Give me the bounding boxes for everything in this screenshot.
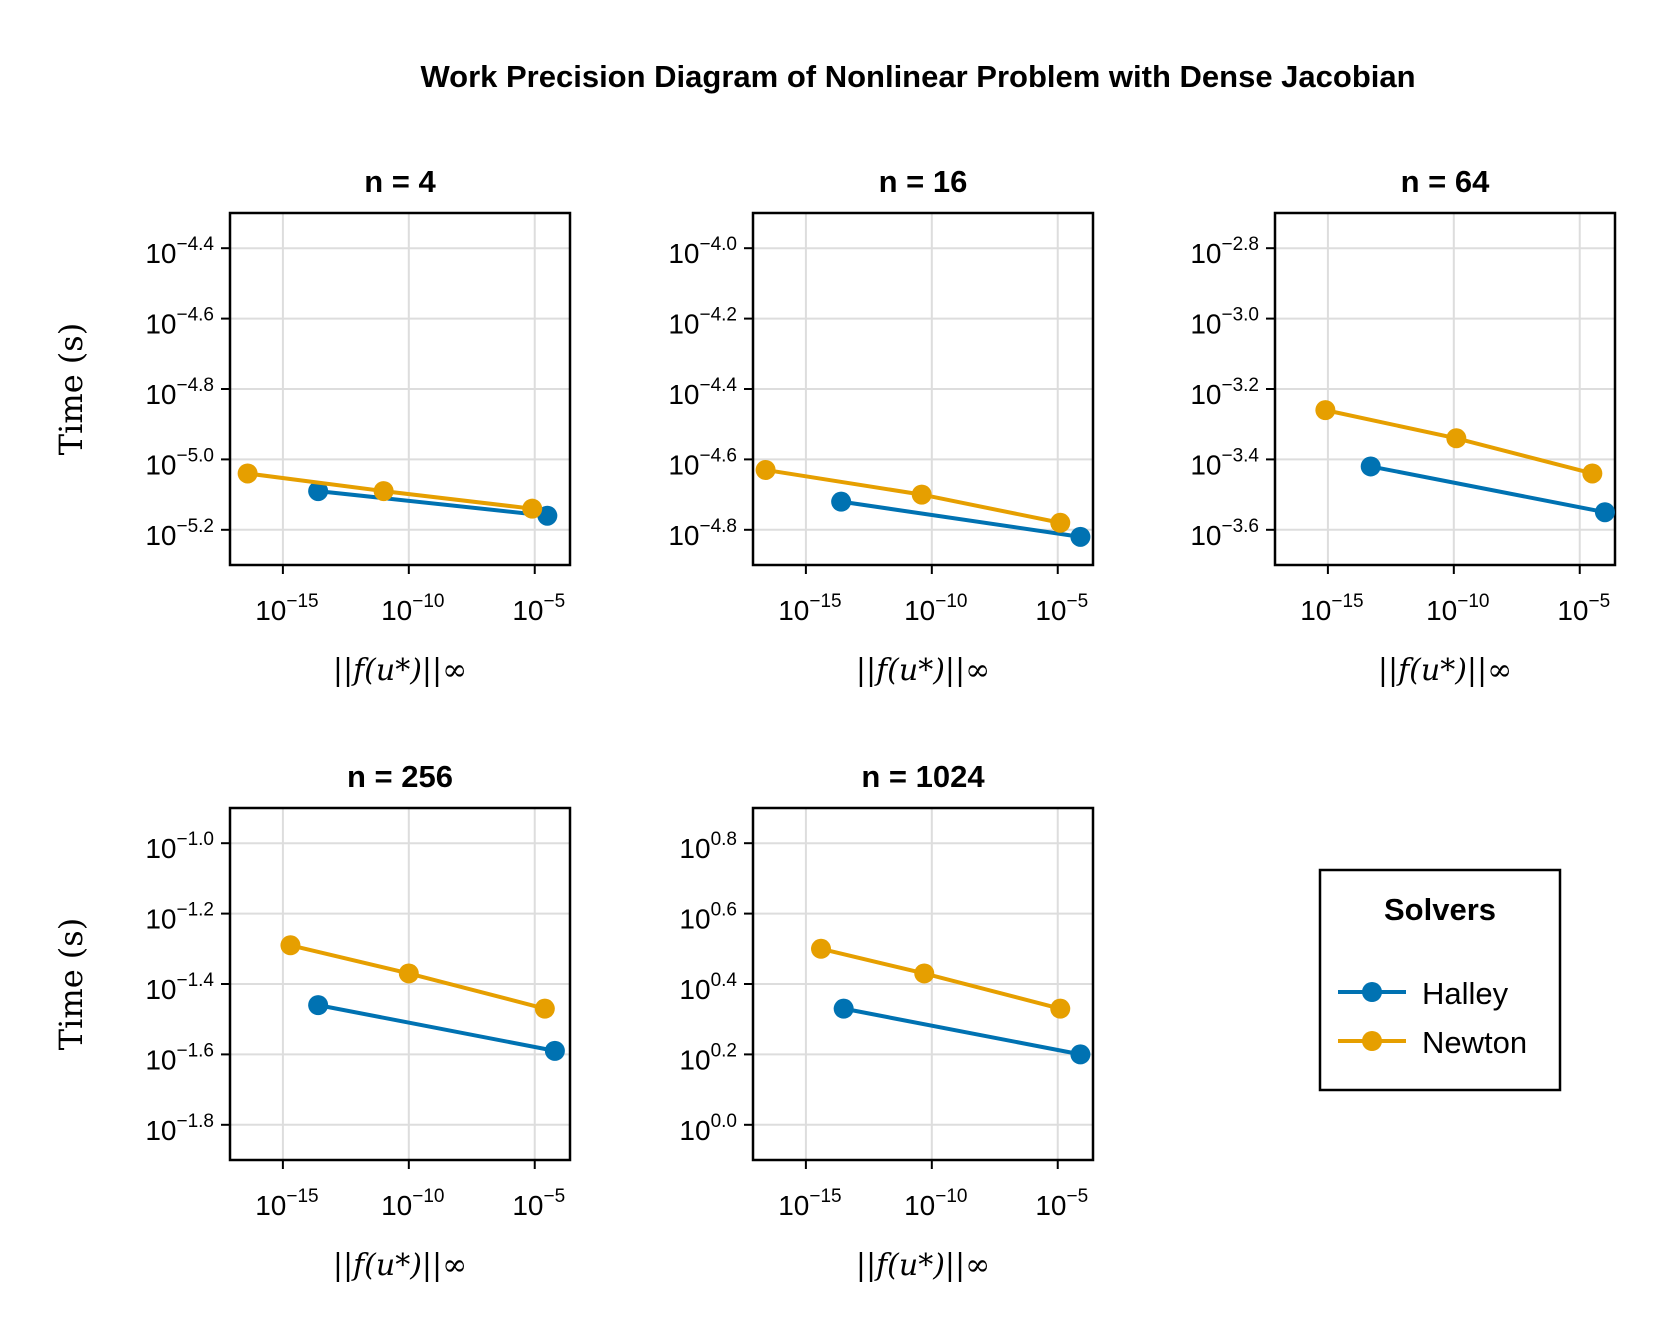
series-line-newton: [820, 946, 1061, 1011]
x-tick-label: 10−5: [512, 591, 565, 626]
subplots: 10−15 10−10 10−510−5.210−5.010−4.810−4.610…: [52, 164, 1617, 1283]
y-tick-label: 10−2.8: [1190, 234, 1259, 269]
y-tick-label: 10−5.2: [145, 516, 214, 551]
x-axis-label: ||f(u*)||∞: [333, 653, 467, 688]
series-line-halley: [843, 1006, 1081, 1057]
data-point-halley: [1594, 502, 1615, 523]
data-point-halley: [1360, 456, 1381, 477]
data-point-halley: [833, 998, 854, 1019]
subplot-3: 10−15 10−10 10−5 10−1.8 10−1.6 10−1.4 10−1.2 10…: [52, 759, 572, 1283]
y-axis-label: Time (s): [52, 918, 90, 1050]
data-point-newton: [1446, 428, 1467, 449]
legend-label-halley: Halley: [1422, 976, 1509, 1011]
y-tick-label: 100.0: [679, 1111, 737, 1146]
data-point-halley: [1070, 1044, 1091, 1065]
x-tick-label: 10−15: [778, 591, 841, 626]
x-tick-label: 10−15: [1300, 591, 1363, 626]
x-tick-label: 10−15: [778, 1186, 841, 1221]
data-point-newton: [914, 963, 935, 984]
data-point-halley: [537, 505, 558, 526]
data-point-newton: [522, 498, 543, 519]
subplot-2: 10−15 10−10 10−5 10−3.6 10−3.4 10−3.2 10−3.0 10…: [1190, 164, 1617, 688]
data-point-halley: [308, 995, 329, 1016]
y-tick-label: 10−4.2: [668, 305, 737, 340]
y-tick-label: 10−4.6: [668, 445, 737, 480]
y-tick-label: 10−4.4: [145, 234, 214, 269]
y-tick-label: 10−1.0: [145, 829, 214, 864]
legend-title: Solvers: [1384, 892, 1496, 927]
x-axis-label: ||f(u*)||∞: [1378, 653, 1512, 688]
y-tick-label: 10−3.6: [1190, 516, 1259, 551]
series-line-halley: [317, 489, 548, 518]
data-point-newton: [911, 484, 932, 505]
x-tick-label: 10−5: [1035, 591, 1088, 626]
x-tick-label: 10−5: [512, 1186, 565, 1221]
y-tick-label: 100.8: [679, 829, 737, 864]
y-tick-label: 10−3.2: [1190, 375, 1259, 410]
data-point-newton: [811, 938, 831, 959]
data-point-newton: [534, 998, 555, 1019]
data-point-newton: [1582, 463, 1603, 484]
legend-box: [1318, 868, 1562, 1092]
series-line-halley: [1370, 464, 1606, 515]
x-tick-label: 10−10: [381, 591, 444, 626]
data-point-newton: [280, 935, 301, 956]
subplot-4: 10−15 10−10 10−5 100.0 100.2 100.4 100.6 100.8 n…: [679, 759, 1095, 1283]
legend-label-newton: Newton: [1422, 1025, 1527, 1060]
y-tick-label: 10−5.0: [145, 445, 214, 480]
y-tick-label: 100.6: [679, 900, 737, 935]
x-axis-label: ||f(u*)||∞: [333, 1248, 467, 1283]
legend: Solvers Halley Newton: [1318, 868, 1562, 1092]
data-point-newton: [755, 459, 776, 480]
data-point-newton: [237, 463, 258, 484]
y-tick-label: 100.4: [679, 970, 737, 1005]
y-tick-label: 10−4.0: [668, 234, 737, 269]
figure-title: Work Precision Diagram of Nonlinear Prob…: [420, 59, 1415, 94]
y-tick-label: 10−1.4: [145, 970, 214, 1005]
subplot-title: n = 16: [879, 164, 968, 199]
y-tick-label: 10−3.4: [1190, 445, 1259, 480]
x-tick-label: 10−5: [1035, 1186, 1088, 1221]
data-point-newton: [1050, 998, 1071, 1019]
y-tick-label: 10−4.8: [668, 516, 737, 551]
x-tick-label: 10−10: [904, 591, 967, 626]
data-point-halley: [544, 1040, 565, 1061]
y-tick-label: 100.2: [679, 1040, 737, 1075]
y-tick-label: 10−3.0: [1190, 305, 1259, 340]
x-tick-label: 10−10: [381, 1186, 444, 1221]
data-point-halley: [1070, 526, 1091, 547]
subplot-title: n = 64: [1401, 164, 1491, 199]
y-axis-label: Time (s): [52, 323, 90, 455]
y-tick-label: 10−4.6: [145, 305, 214, 340]
y-tick-label: 10−1.8: [145, 1111, 214, 1146]
data-point-newton: [398, 963, 419, 984]
data-point-halley: [308, 481, 329, 502]
legend-marker-halley: [1362, 982, 1382, 1002]
x-tick-label: 10−5: [1557, 591, 1610, 626]
x-tick-label: 10−10: [1426, 591, 1489, 626]
x-tick-label: 10−10: [904, 1186, 967, 1221]
y-tick-label: 10−4.4: [668, 375, 737, 410]
subplot-title: n = 256: [347, 759, 453, 794]
subplot-title: n = 4: [364, 164, 436, 199]
subplot-1: 10−15 10−10 10−5 10−4.8 10−4.6 10−4.4 10−4.2 10…: [668, 164, 1095, 688]
x-axis-label: ||f(u*)||∞: [856, 1248, 990, 1283]
series-line-halley: [840, 499, 1081, 539]
series-line-halley: [317, 1003, 556, 1053]
data-point-newton: [373, 481, 394, 502]
data-point-newton: [1315, 400, 1336, 421]
y-tick-label: 10−1.2: [145, 900, 214, 935]
x-axis-label: ||f(u*)||∞: [856, 653, 990, 688]
subplot-0: 10−15 10−10 10−5 10−5.2 10−5.0 10−4.8 10−4.6 10…: [52, 164, 572, 688]
legend-marker-newton: [1362, 1031, 1382, 1051]
y-tick-label: 10−4.8: [145, 375, 214, 410]
x-tick-label: 10−15: [255, 591, 318, 626]
subplot-title: n = 1024: [861, 759, 985, 794]
x-tick-label: 10−15: [255, 1186, 318, 1221]
y-tick-label: 10−1.6: [145, 1040, 214, 1075]
data-point-halley: [831, 491, 852, 512]
data-point-newton: [1050, 512, 1071, 533]
